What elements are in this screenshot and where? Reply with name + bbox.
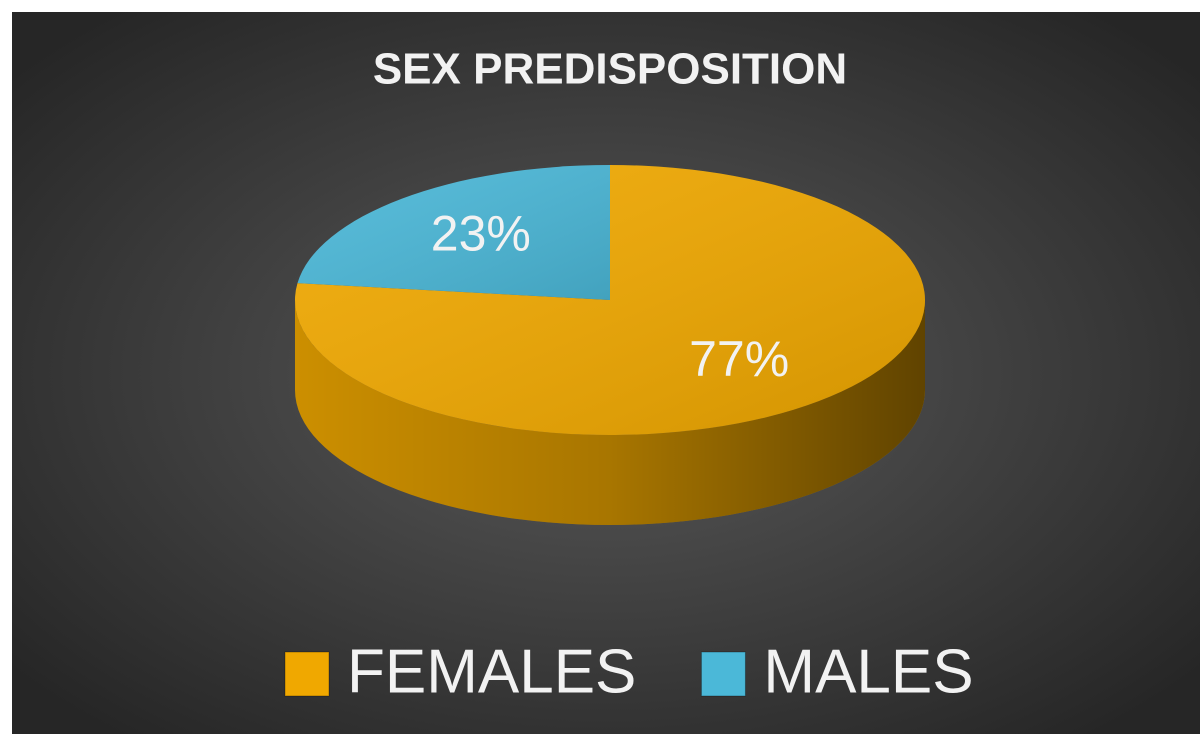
slice-shade [297, 165, 610, 300]
chart-title: SEX PREDISPOSITION [373, 45, 847, 94]
legend-swatch [284, 651, 330, 697]
data-label: 23% [431, 205, 531, 261]
legend-label: FEMALES [347, 637, 636, 706]
legend-swatch [700, 651, 746, 697]
slice-side-shade [295, 300, 925, 525]
legend-label: MALES [763, 637, 973, 706]
data-label: 77% [689, 331, 789, 387]
